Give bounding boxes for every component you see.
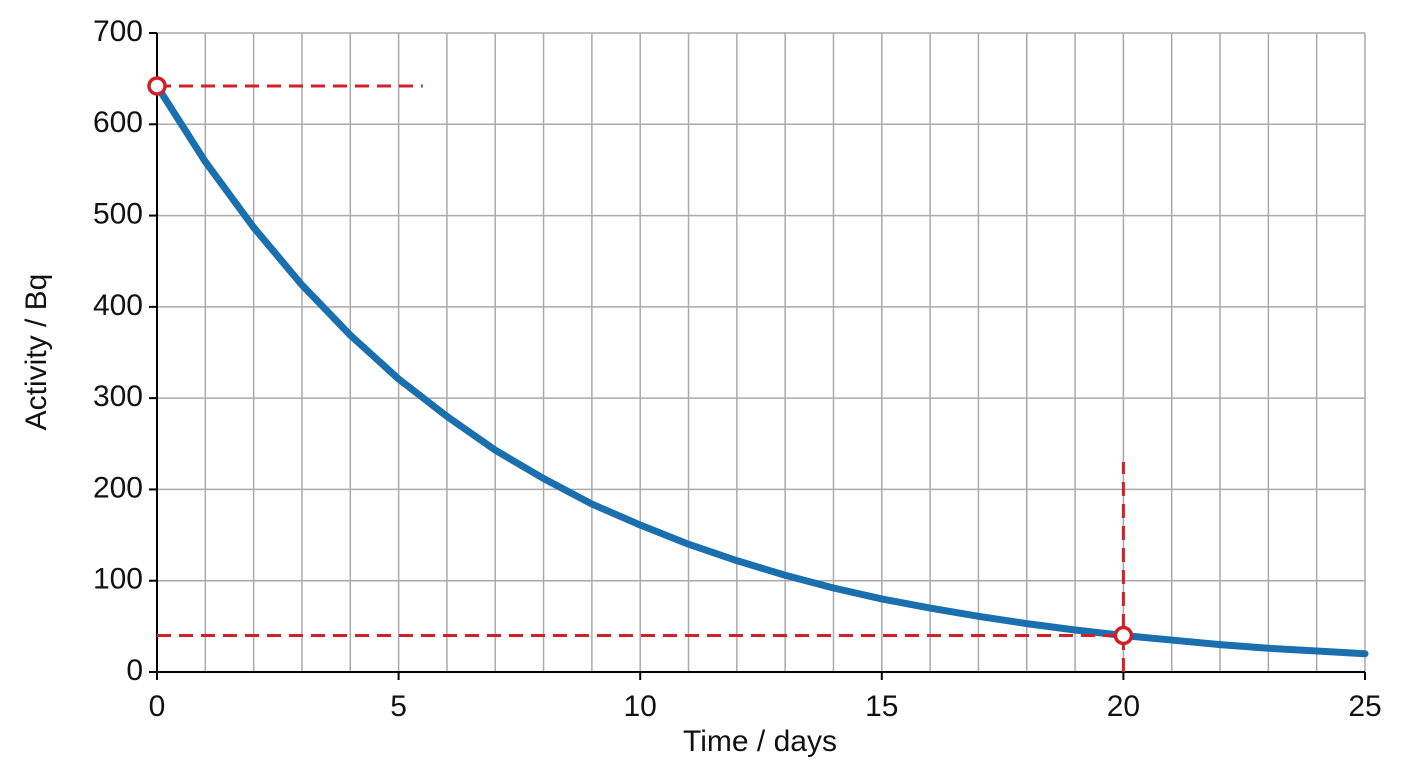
y-tick-label: 300 bbox=[93, 380, 143, 413]
x-tick-label: 10 bbox=[624, 690, 657, 723]
data-line bbox=[153, 82, 1369, 658]
x-tick-label: 15 bbox=[865, 690, 898, 723]
y-axis-label: Activity / Bq bbox=[20, 274, 53, 431]
y-tick-label: 700 bbox=[93, 15, 143, 48]
x-tick-label: 0 bbox=[149, 690, 166, 723]
marker bbox=[1113, 625, 1134, 646]
y-tick-label: 100 bbox=[93, 563, 143, 596]
x-axis-label: Time / days bbox=[683, 725, 837, 758]
x-tick-label: 20 bbox=[1107, 690, 1140, 723]
y-tick-label: 0 bbox=[126, 654, 143, 687]
y-tick-label: 200 bbox=[93, 471, 143, 504]
marker bbox=[147, 76, 167, 96]
y-tick-label: 400 bbox=[93, 289, 143, 322]
y-tick-label: 600 bbox=[93, 106, 143, 139]
x-tick-label: 25 bbox=[1348, 690, 1381, 723]
x-tick-label: 5 bbox=[390, 690, 407, 723]
y-tick-label: 500 bbox=[93, 197, 143, 230]
